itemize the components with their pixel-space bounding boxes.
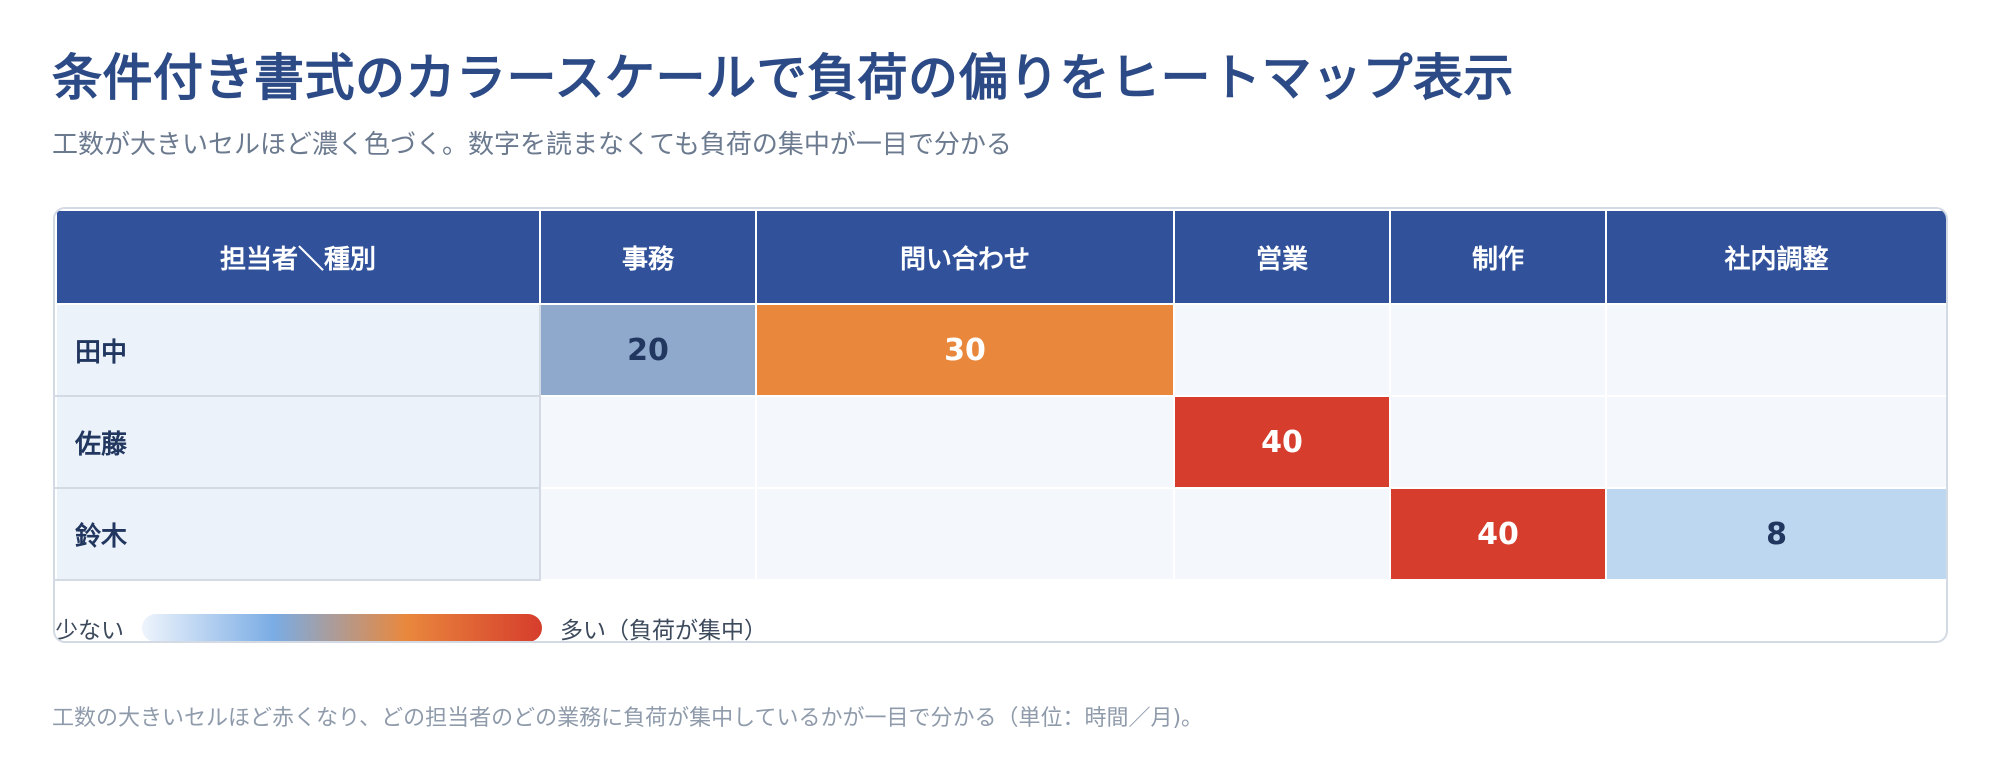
column-header: 事務 [539,209,757,305]
row-header: 鈴木 [55,487,541,581]
heat-cell: 40 [1173,395,1391,489]
row-header: 田中 [55,303,541,397]
column-header: 社内調整 [1605,209,1946,305]
heat-cell-empty [755,395,1175,489]
heat-cell: 40 [1389,487,1607,581]
heat-cell-empty [1605,395,1946,489]
page-subtitle: 工数が大きいセルほど濃く色づく。数字を読まなくても負荷の集中が一目で分かる [52,130,1012,160]
heat-cell: 20 [539,303,757,397]
table-row: 佐藤 40 [55,395,1946,489]
heat-cell: 30 [755,303,1175,397]
heat-cell-empty [755,487,1175,581]
heat-cell-empty [1389,395,1607,489]
corner-header: 担当者＼種別 [55,209,541,305]
heat-cell-empty [1173,303,1391,397]
column-header: 営業 [1173,209,1391,305]
page-title: 条件付き書式のカラースケールで負荷の偏りをヒートマップ表示 [52,49,1514,107]
heatmap-panel: 担当者＼種別 事務 問い合わせ 営業 制作 社内調整 田中 20 30 佐藤 40 鈴木 4… [53,207,1948,643]
heat-cell-empty [1389,303,1607,397]
heat-cell-empty [539,395,757,489]
heat-cell-empty [1605,303,1946,397]
footnote: 工数の大きいセルほど赤くなり、どの担当者のどの業務に負荷が集中しているかが一目で… [52,706,1204,731]
column-header: 問い合わせ [755,209,1175,305]
color-scale-legend: 少ない 多い（負荷が集中） [55,613,767,643]
legend-gradient-bar [142,614,542,641]
heatmap-table: 担当者＼種別 事務 問い合わせ 営業 制作 社内調整 田中 20 30 佐藤 40 鈴木 4… [55,209,1946,581]
heat-cell: 8 [1605,487,1946,581]
heat-cell-empty [539,487,757,581]
legend-high-label: 多い（負荷が集中） [560,618,767,643]
table-row: 鈴木 40 8 [55,487,1946,581]
row-header: 佐藤 [55,395,541,489]
legend-low-label: 少ない [55,618,124,643]
header-row: 担当者＼種別 事務 問い合わせ 営業 制作 社内調整 [55,209,1946,305]
column-header: 制作 [1389,209,1607,305]
table-row: 田中 20 30 [55,303,1946,397]
heat-cell-empty [1173,487,1391,581]
